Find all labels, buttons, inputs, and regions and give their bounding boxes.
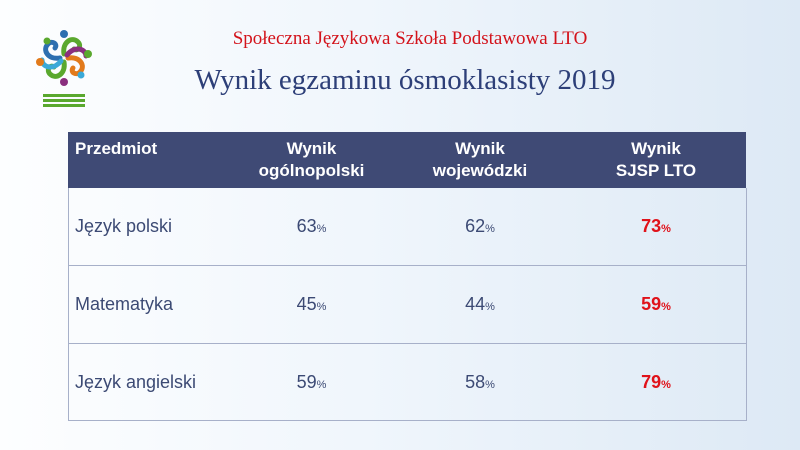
page-title: Wynik egzaminu ósmoklasisty 2019 xyxy=(194,64,616,96)
header-national: Wynik ogólnopolski xyxy=(229,132,394,188)
percent-sign: % xyxy=(316,378,327,391)
school-logo-icon xyxy=(36,30,92,107)
header-school: Wynik SJSP LTO xyxy=(566,132,746,188)
header-subject: Przedmiot xyxy=(68,132,229,188)
table-row: Matematyka 45% 44% 59% xyxy=(68,265,746,344)
results-table: Przedmiot Wynik ogólnopolski Wynik wojew… xyxy=(68,132,746,421)
regional-score-cell: 62% xyxy=(394,188,566,266)
national-score-cell: 45% xyxy=(229,265,394,344)
national-score-cell: 59% xyxy=(229,343,394,421)
table-row: Język angielski 59% 58% 79% xyxy=(68,343,746,421)
subject-cell: Język angielski xyxy=(68,343,229,421)
subject-cell: Matematyka xyxy=(68,265,229,344)
subject-cell: Język polski xyxy=(68,188,229,266)
regional-score-cell: 44% xyxy=(394,265,566,344)
school-name: Społeczna Językowa Szkoła Podstawowa LTO xyxy=(232,28,588,49)
header-national-line2: ogólnopolski xyxy=(258,161,365,180)
table-border-right xyxy=(746,188,747,421)
header-school-line2: SJSP LTO xyxy=(615,161,697,180)
regional-score-cell: 58% xyxy=(394,343,566,421)
header-regional-line1: Wynik xyxy=(455,139,505,158)
header-school-line1: Wynik xyxy=(631,139,681,158)
header-regional: Wynik wojewódzki xyxy=(394,132,566,188)
table-header-row: Przedmiot Wynik ogólnopolski Wynik wojew… xyxy=(68,132,746,188)
percent-sign: % xyxy=(661,301,671,313)
school-score-cell: 79% xyxy=(566,343,746,421)
percent-sign: % xyxy=(316,223,327,235)
table-row: Język polski 63% 62% 73% xyxy=(68,188,746,266)
table-border-left xyxy=(68,188,69,421)
percent-sign: % xyxy=(661,378,671,391)
percent-sign: % xyxy=(661,223,671,235)
header-regional-line2: wojewódzki xyxy=(432,161,528,180)
school-score-cell: 73% xyxy=(566,188,746,266)
header-subject-label: Przedmiot xyxy=(75,139,158,158)
percent-sign: % xyxy=(316,301,327,313)
national-score-cell: 63% xyxy=(229,188,394,266)
percent-sign: % xyxy=(485,223,495,235)
school-score-cell: 59% xyxy=(566,265,746,344)
percent-sign: % xyxy=(485,301,495,313)
header-national-line1: Wynik xyxy=(286,139,337,158)
percent-sign: % xyxy=(485,378,495,391)
